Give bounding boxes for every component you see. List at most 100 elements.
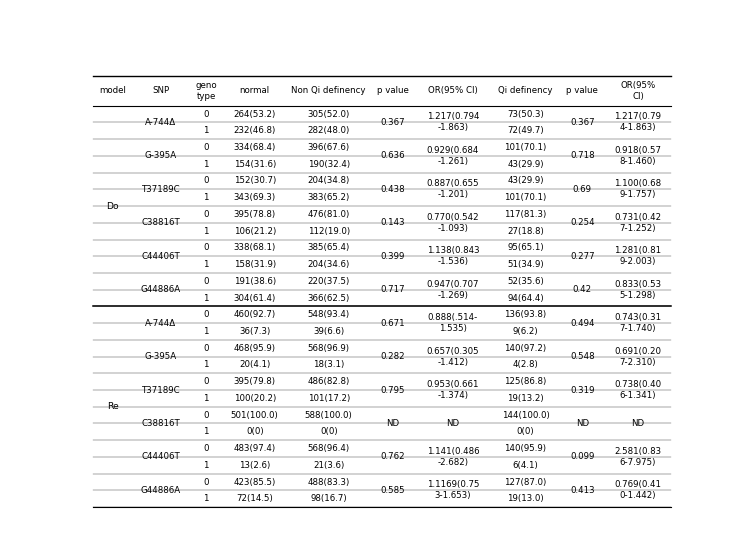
Text: 1.138(0.843
-1.536): 1.138(0.843 -1.536)	[427, 246, 479, 266]
Text: 0.671: 0.671	[380, 319, 405, 327]
Text: 72(49.7): 72(49.7)	[507, 127, 544, 135]
Text: 1: 1	[204, 160, 209, 169]
Text: 0(0): 0(0)	[517, 427, 534, 437]
Text: 383(65.2): 383(65.2)	[307, 193, 350, 202]
Text: 18(3.1): 18(3.1)	[313, 361, 345, 369]
Text: 0: 0	[204, 444, 209, 453]
Text: 13(2.6): 13(2.6)	[239, 461, 270, 470]
Text: 73(50.3): 73(50.3)	[507, 110, 544, 118]
Text: 488(83.3): 488(83.3)	[307, 477, 350, 487]
Text: 0.585: 0.585	[380, 486, 405, 495]
Text: 1.281(0.81
9-2.003): 1.281(0.81 9-2.003)	[615, 246, 662, 266]
Text: 0.795: 0.795	[380, 386, 405, 395]
Text: 0: 0	[204, 243, 209, 252]
Text: 0.743(0.31
7-1.740): 0.743(0.31 7-1.740)	[615, 313, 662, 333]
Text: 39(6.6): 39(6.6)	[313, 327, 345, 336]
Text: 0.918(0.57
8-1.460): 0.918(0.57 8-1.460)	[615, 146, 662, 166]
Text: 232(46.8): 232(46.8)	[233, 127, 276, 135]
Text: 0.731(0.42
7-1.252): 0.731(0.42 7-1.252)	[615, 213, 662, 233]
Text: 1: 1	[204, 294, 209, 302]
Text: 1: 1	[204, 327, 209, 336]
Text: ND: ND	[576, 419, 589, 428]
Text: 0.494: 0.494	[570, 319, 595, 327]
Text: 588(100.0): 588(100.0)	[305, 411, 353, 420]
Text: 366(62.5): 366(62.5)	[307, 294, 350, 302]
Text: 0.099: 0.099	[570, 452, 595, 462]
Text: 483(97.4): 483(97.4)	[233, 444, 276, 453]
Text: 20(4.1): 20(4.1)	[239, 361, 270, 369]
Text: C44406T: C44406T	[142, 252, 181, 261]
Text: G-395A: G-395A	[145, 151, 177, 160]
Text: 0: 0	[204, 310, 209, 319]
Text: 0.657(0.305
-1.412): 0.657(0.305 -1.412)	[427, 346, 479, 367]
Text: 0.953(0.661
-1.374): 0.953(0.661 -1.374)	[427, 380, 479, 400]
Text: ND: ND	[386, 419, 399, 428]
Text: 1.141(0.486
-2.682): 1.141(0.486 -2.682)	[427, 447, 479, 467]
Text: 94(64.4): 94(64.4)	[507, 294, 544, 302]
Text: 0.888(.514-
1.535): 0.888(.514- 1.535)	[427, 313, 478, 333]
Text: 0.833(0.53
5-1.298): 0.833(0.53 5-1.298)	[615, 280, 662, 300]
Text: T37189C: T37189C	[142, 386, 181, 395]
Text: 204(34.8): 204(34.8)	[307, 176, 350, 186]
Text: 468(95.9): 468(95.9)	[233, 344, 276, 353]
Text: 19(13.0): 19(13.0)	[507, 494, 544, 503]
Text: 305(52.0): 305(52.0)	[307, 110, 350, 118]
Text: G44886A: G44886A	[141, 486, 181, 495]
Text: p value: p value	[566, 86, 598, 95]
Text: model: model	[99, 86, 126, 95]
Text: 1.100(0.68
9-1.757): 1.100(0.68 9-1.757)	[615, 179, 662, 199]
Text: 204(34.6): 204(34.6)	[307, 260, 350, 269]
Text: 548(93.4): 548(93.4)	[307, 310, 350, 319]
Text: 501(100.0): 501(100.0)	[231, 411, 278, 420]
Text: 0.319: 0.319	[570, 386, 595, 395]
Text: 1.217(0.794
-1.863): 1.217(0.794 -1.863)	[427, 112, 479, 132]
Text: G44886A: G44886A	[141, 285, 181, 294]
Text: 0.929(0.684
-1.261): 0.929(0.684 -1.261)	[427, 146, 479, 166]
Text: OR(95%
CI): OR(95% CI)	[620, 80, 656, 100]
Text: 1.1169(0.75
3-1.653): 1.1169(0.75 3-1.653)	[427, 481, 479, 501]
Text: 1: 1	[204, 494, 209, 503]
Text: 0.413: 0.413	[570, 486, 595, 495]
Text: 282(48.0): 282(48.0)	[307, 127, 350, 135]
Text: 460(92.7): 460(92.7)	[233, 310, 276, 319]
Text: 0.887(0.655
-1.201): 0.887(0.655 -1.201)	[427, 179, 479, 199]
Text: 0: 0	[204, 344, 209, 353]
Text: 385(65.4): 385(65.4)	[307, 243, 350, 252]
Text: 1: 1	[204, 427, 209, 437]
Text: 6(4.1): 6(4.1)	[513, 461, 539, 470]
Text: 9(6.2): 9(6.2)	[513, 327, 539, 336]
Text: 0: 0	[204, 377, 209, 386]
Text: 127(87.0): 127(87.0)	[504, 477, 547, 487]
Text: Qi definency: Qi definency	[498, 86, 553, 95]
Text: 0.254: 0.254	[570, 218, 595, 228]
Text: 154(31.6): 154(31.6)	[233, 160, 276, 169]
Text: 0: 0	[204, 411, 209, 420]
Text: p value: p value	[377, 86, 409, 95]
Text: 334(68.4): 334(68.4)	[233, 143, 276, 152]
Text: 1: 1	[204, 461, 209, 470]
Text: 43(29.9): 43(29.9)	[507, 176, 544, 186]
Text: 1: 1	[204, 127, 209, 135]
Text: C38816T: C38816T	[142, 218, 181, 228]
Text: geno
type: geno type	[195, 80, 217, 100]
Text: 395(78.8): 395(78.8)	[233, 210, 276, 219]
Text: 140(97.2): 140(97.2)	[504, 344, 547, 353]
Text: 0.691(0.20
7-2.310): 0.691(0.20 7-2.310)	[615, 346, 662, 367]
Text: Non Qi definency: Non Qi definency	[292, 86, 366, 95]
Text: T37189C: T37189C	[142, 185, 181, 194]
Text: 52(35.6): 52(35.6)	[507, 277, 544, 286]
Text: 27(18.8): 27(18.8)	[507, 226, 544, 236]
Text: 0.770(0.542
-1.093): 0.770(0.542 -1.093)	[427, 213, 479, 233]
Text: 0.277: 0.277	[570, 252, 595, 261]
Text: 72(14.5): 72(14.5)	[236, 494, 273, 503]
Text: Do: Do	[107, 201, 119, 211]
Text: 0: 0	[204, 176, 209, 186]
Text: 486(82.8): 486(82.8)	[307, 377, 350, 386]
Text: 1.217(0.79
4-1.863): 1.217(0.79 4-1.863)	[615, 112, 662, 132]
Text: 4(2.8): 4(2.8)	[513, 361, 539, 369]
Text: 0: 0	[204, 277, 209, 286]
Text: 158(31.9): 158(31.9)	[233, 260, 276, 269]
Text: 264(53.2): 264(53.2)	[233, 110, 276, 118]
Text: 1: 1	[204, 394, 209, 403]
Text: 1: 1	[204, 361, 209, 369]
